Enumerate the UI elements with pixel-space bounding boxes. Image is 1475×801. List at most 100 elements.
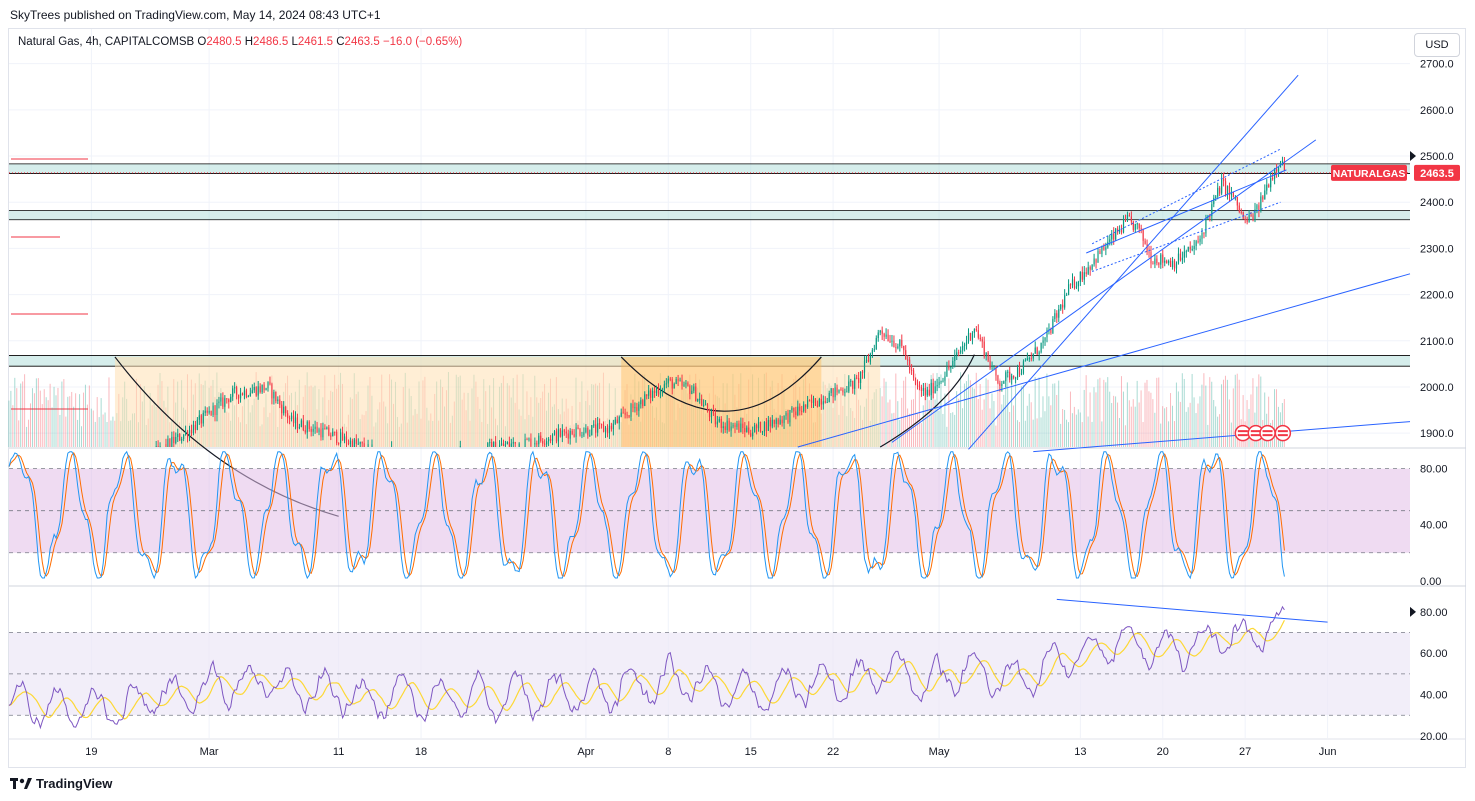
candle-body [487, 443, 489, 447]
volume-bar [1087, 416, 1089, 447]
inner-channel-top [1091, 148, 1281, 245]
volume-bar [14, 377, 16, 447]
candle-body [1016, 367, 1019, 378]
volume-bar [1020, 386, 1022, 447]
candle-body [1152, 263, 1154, 265]
candle-body [732, 425, 734, 427]
volume-bar [67, 396, 69, 447]
candle-body [924, 387, 926, 396]
candle-body [944, 376, 946, 381]
us-flag-event-icon[interactable] [1259, 424, 1276, 442]
candle-body [989, 360, 991, 369]
candle-body [1130, 216, 1132, 222]
handle-shading [621, 356, 822, 447]
candle-body [869, 353, 871, 362]
footer-brand[interactable]: TradingView [10, 776, 112, 791]
candle-body [885, 334, 887, 337]
candle-body [1254, 209, 1256, 221]
legend-low-label: L [291, 36, 298, 48]
candle-body [1232, 191, 1234, 198]
volume-bar [28, 419, 30, 447]
volume-bar [1011, 373, 1013, 447]
volume-bar [1117, 402, 1119, 447]
volume-bar [12, 405, 14, 447]
candle-body [600, 423, 603, 426]
volume-bar [1030, 402, 1032, 447]
candle-body [638, 404, 640, 411]
us-flag-event-icon[interactable] [1274, 424, 1292, 442]
volume-bar [985, 378, 987, 447]
candle-body [1250, 214, 1252, 216]
volume-bar [100, 398, 102, 447]
candle-body [708, 411, 711, 418]
candle-body [861, 371, 864, 373]
volume-bar [1081, 422, 1083, 447]
candle-body [561, 430, 563, 437]
candle-body [812, 398, 815, 403]
volume-bar [1107, 377, 1109, 447]
volume-bar [79, 394, 81, 447]
volume-bar [895, 373, 897, 447]
volume-bar [104, 412, 106, 447]
candle-body [257, 386, 259, 396]
currency-button[interactable]: USD [1414, 33, 1460, 57]
candle-body [302, 420, 304, 431]
candle-body [1240, 211, 1242, 213]
candle-body [263, 384, 265, 391]
candle-body [663, 384, 665, 391]
volume-bar [1058, 380, 1060, 447]
volume-bar [1013, 405, 1015, 447]
candle-body [775, 419, 777, 424]
candle-body [1144, 240, 1146, 244]
candle-body [842, 389, 844, 393]
volume-bar [1256, 386, 1258, 447]
candle-body [771, 419, 773, 427]
candle-body [816, 405, 819, 407]
candle-body [249, 393, 251, 397]
candle-body [622, 412, 624, 414]
candle-body [1277, 167, 1280, 172]
volume-bar [71, 391, 73, 447]
candle-body [549, 438, 552, 441]
candle-body [173, 436, 175, 444]
candle-body [1230, 191, 1233, 196]
candle-body [526, 439, 528, 441]
volume-bar [889, 399, 891, 447]
candle-body [938, 381, 940, 385]
cup-shading [114, 356, 881, 447]
volume-bar [1211, 381, 1213, 447]
volume-bar [942, 413, 944, 447]
candle-body [1036, 347, 1038, 355]
volume-bar [1009, 411, 1011, 447]
volume-bar [1136, 380, 1138, 447]
volume-bar [993, 401, 995, 447]
candle-body [799, 406, 801, 411]
volume-bar [37, 378, 39, 447]
candle-body [640, 400, 642, 405]
volume-bar [1242, 395, 1244, 447]
candle-body [724, 426, 726, 430]
candle-body [1028, 358, 1030, 360]
candle-body [559, 429, 561, 437]
candle-body [936, 384, 938, 387]
volume-bar [1132, 399, 1134, 447]
legend-close: 2463.5 [344, 36, 380, 48]
stoch-axis-label: 80.00 [1420, 464, 1448, 476]
candle-body [200, 415, 202, 424]
volume-bar [1077, 409, 1079, 447]
chart-frame[interactable] [8, 28, 1466, 768]
volume-bar [1193, 397, 1195, 447]
candle-body [985, 352, 987, 357]
candle-body [602, 425, 605, 432]
candle-body [993, 367, 995, 369]
candle-body [326, 427, 328, 430]
candle-body [963, 344, 966, 346]
candle-body [1022, 361, 1025, 374]
volume-bar [1119, 417, 1121, 447]
axes-layer: 2700.0 2600.0 2500.0 2400.0 2300.0 2200.0 2100… [85, 59, 1460, 758]
candle-body [1275, 169, 1278, 172]
time-axis-label: Mar [200, 746, 219, 758]
volume-bar [1152, 399, 1154, 447]
candle-body [1219, 187, 1221, 194]
